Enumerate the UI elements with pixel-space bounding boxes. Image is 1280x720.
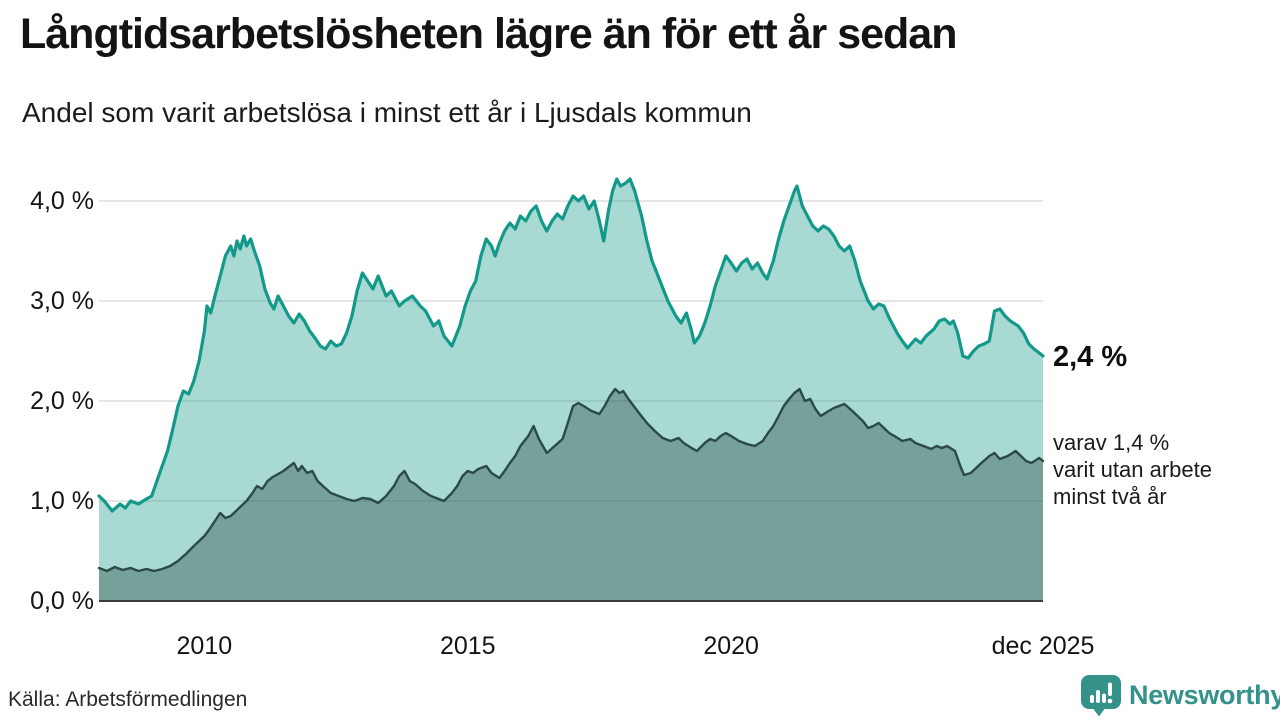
x-tick-label: dec 2025 [991, 632, 1095, 660]
x-tick-label: 2010 [176, 632, 233, 660]
page-title: Långtidsarbetslösheten lägre än för ett … [20, 10, 957, 58]
newsworthy-logo: Newsworthy [1080, 674, 1280, 717]
y-tick-label: 2,0 % [30, 387, 94, 415]
x-tick-label: 2020 [703, 632, 759, 660]
newsworthy-pin-barchart-icon [1081, 675, 1121, 717]
newsworthy-wordmark: Newsworthy [1129, 680, 1280, 710]
two-year-note-line: varav 1,4 % [1053, 430, 1170, 455]
y-tick-label: 1,0 % [30, 487, 94, 515]
y-tick-label: 0,0 % [30, 587, 94, 615]
unemployed-min-1yr-line [97, 177, 1045, 513]
y-tick-label: 3,0 % [30, 287, 94, 315]
unemployed-min-2yr-line [97, 387, 1045, 573]
latest-total-value-label: 2,4 % [1053, 341, 1128, 373]
unemployed-min-2yr-area [99, 389, 1043, 601]
two-year-note-line: minst två år [1053, 484, 1167, 509]
y-tick-label: 4,0 % [30, 187, 94, 215]
page-subtitle: Andel som varit arbetslösa i minst ett å… [22, 97, 752, 128]
two-year-note: varav 1,4 % varit utan arbete minst två år [1053, 429, 1212, 510]
area-chart-canvas [97, 177, 1045, 602]
source-credit: Källa: Arbetsförmedlingen [8, 688, 248, 711]
two-year-note-line: varit utan arbete [1053, 457, 1212, 482]
x-tick-label: 2015 [439, 632, 496, 660]
